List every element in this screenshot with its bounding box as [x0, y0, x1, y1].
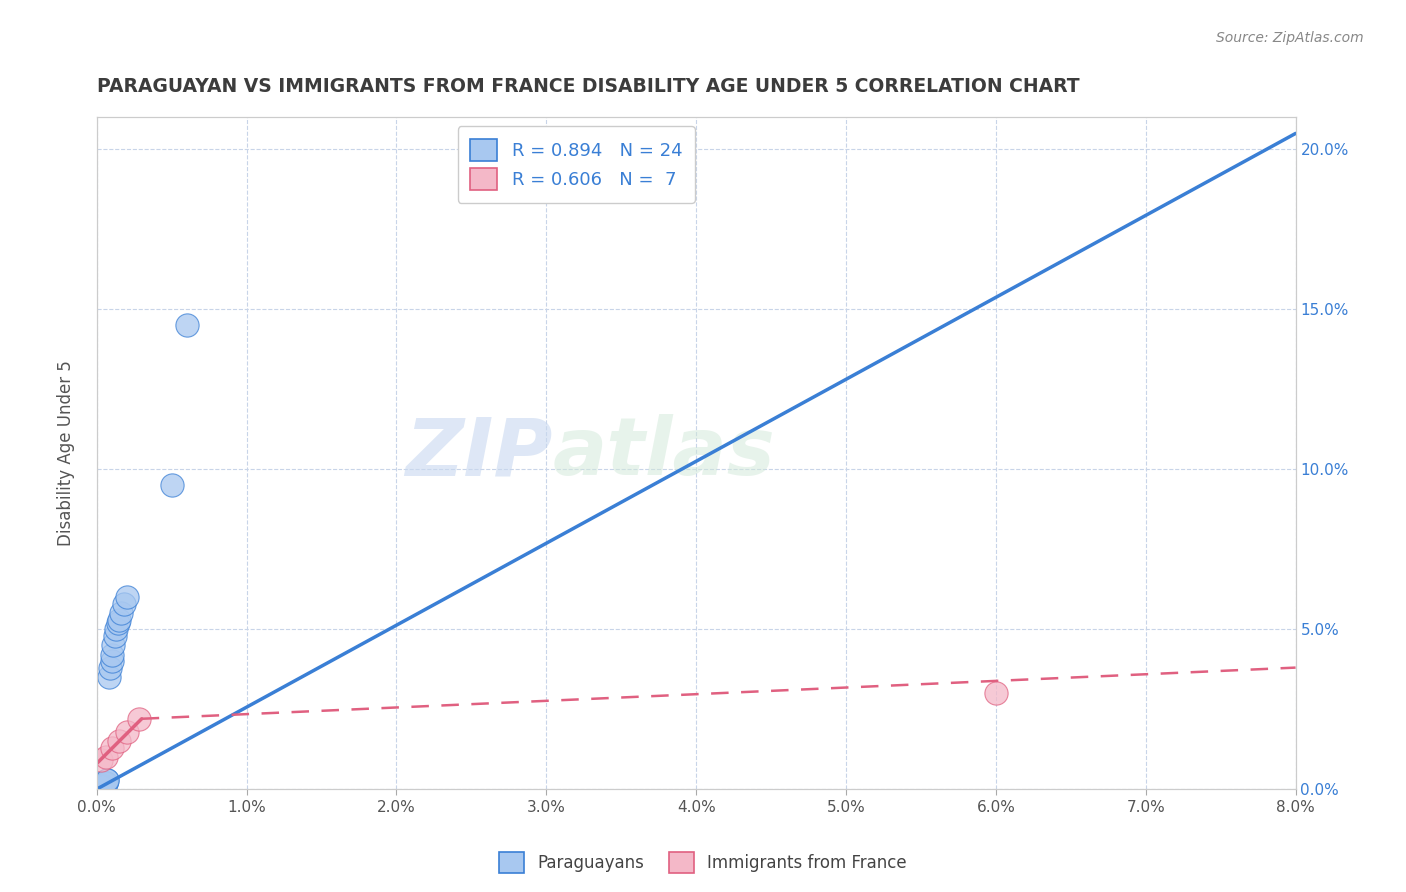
Point: [100, 654, 122, 668]
Point: [94, 750, 117, 764]
Point: [96, 772, 118, 787]
Point: [160, 478, 183, 492]
Legend: R = 0.894   N = 24, R = 0.606   N =  7: R = 0.894 N = 24, R = 0.606 N = 7: [457, 127, 695, 203]
Point: [100, 648, 122, 662]
Legend: Paraguayans, Immigrants from France: Paraguayans, Immigrants from France: [492, 846, 914, 880]
Point: [110, 606, 132, 620]
Point: [93, 776, 115, 790]
Point: [90, 753, 112, 767]
Y-axis label: Disability Age Under 5: Disability Age Under 5: [58, 360, 75, 546]
Point: [100, 740, 122, 755]
Point: [91, 779, 114, 793]
Point: [94, 776, 117, 790]
Point: [115, 724, 138, 739]
Text: atlas: atlas: [553, 414, 775, 492]
Point: [128, 712, 150, 726]
Point: [105, 622, 128, 636]
Point: [98, 660, 121, 674]
Text: Source: ZipAtlas.com: Source: ZipAtlas.com: [1216, 31, 1364, 45]
Point: [96, 772, 118, 787]
Point: [94, 776, 117, 790]
Point: [103, 638, 125, 652]
Point: [97, 670, 120, 684]
Point: [112, 597, 135, 611]
Point: [115, 591, 138, 605]
Text: PARAGUAYAN VS IMMIGRANTS FROM FRANCE DISABILITY AGE UNDER 5 CORRELATION CHART: PARAGUAYAN VS IMMIGRANTS FROM FRANCE DIS…: [97, 78, 1080, 96]
Point: [984, 686, 1007, 700]
Point: [176, 318, 198, 333]
Point: [89, 779, 111, 793]
Point: [108, 734, 131, 748]
Point: [91, 779, 114, 793]
Point: [90, 779, 112, 793]
Text: ZIP: ZIP: [405, 414, 553, 492]
Point: [108, 613, 131, 627]
Point: [104, 629, 127, 643]
Point: [93, 779, 115, 793]
Point: [107, 615, 129, 630]
